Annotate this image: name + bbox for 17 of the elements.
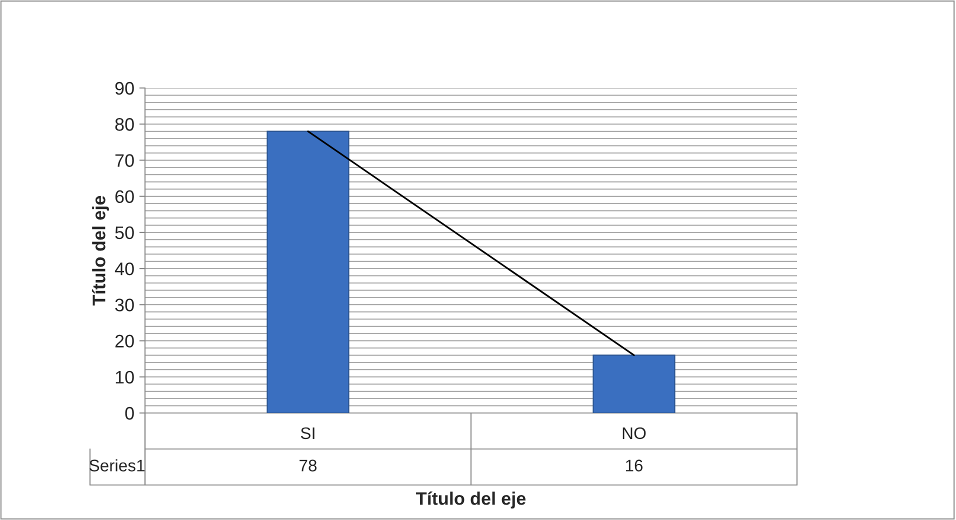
y-tick-label: 30 <box>115 298 134 312</box>
text: Series1 <box>90 459 144 472</box>
data-label: 78 <box>300 460 317 472</box>
y-tick-label: 70 <box>115 154 134 167</box>
y-tick-label: 40 <box>114 262 134 276</box>
y-axis-title: Título del eje <box>92 196 109 306</box>
y-tick-label: 0 <box>125 406 134 420</box>
y-tick-label: 60 <box>115 190 134 204</box>
x-tick-label: SI <box>300 427 314 440</box>
x-tick-label: NO <box>622 427 646 440</box>
y-tick-label: 20 <box>115 334 134 348</box>
y-tick-label: 90 <box>115 82 134 95</box>
y-tick-label: 80 <box>115 118 134 131</box>
y-tick-label: 50 <box>115 226 134 240</box>
data-label: 16 <box>626 460 643 472</box>
y-tick-label: 10 <box>116 370 134 384</box>
x-axis-title: Título del eje <box>416 492 526 508</box>
